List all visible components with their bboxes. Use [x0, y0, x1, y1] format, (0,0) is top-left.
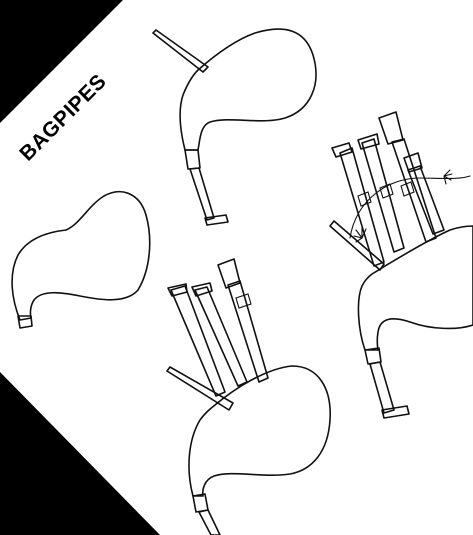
lower-blowpipe-shape — [166, 366, 234, 411]
cord-tassel-right — [443, 169, 453, 185]
lower-chanter-shape — [198, 509, 221, 535]
bag-shape — [179, 28, 317, 151]
bagpipe-with-drones-right — [329, 111, 473, 419]
stock-shape — [184, 149, 201, 170]
right-drone-4-top — [403, 152, 423, 173]
drone-1-shape — [170, 285, 226, 397]
right-drone-3-top — [378, 111, 404, 145]
right-drone-ring-1 — [357, 191, 372, 207]
chanter-sole-shape — [204, 214, 229, 226]
right-drone-1-shape — [339, 147, 385, 267]
drone-1-top — [167, 283, 188, 297]
lower-bag-shape — [188, 365, 331, 497]
cord-tassel-left — [353, 227, 367, 243]
right-stock-shape — [364, 347, 382, 365]
cord-arc — [349, 175, 471, 239]
right-drone-4-shape — [407, 165, 445, 235]
right-drone-ring-2 — [379, 183, 394, 199]
right-chanter-sole-shape — [381, 405, 410, 419]
blowpipe-shape — [152, 29, 209, 73]
bag-outline-collar — [17, 315, 33, 329]
bag-with-blowpipe — [152, 28, 317, 226]
bag-outline-shape — [11, 190, 151, 321]
right-bag-shape — [357, 225, 473, 351]
right-drone-1-top — [331, 142, 353, 158]
bagpipe-with-drones-lower — [166, 258, 331, 535]
drone-3-ring — [235, 293, 252, 309]
right-drone-ring-3 — [400, 181, 415, 197]
bag-outline — [11, 190, 151, 329]
drone-3-top — [217, 258, 241, 289]
right-drone-2-shape — [361, 138, 405, 253]
drone-2-top — [191, 282, 213, 297]
drone-3-shape — [227, 280, 269, 383]
right-blowpipe-shape — [329, 220, 385, 271]
right-drone-2-top — [357, 133, 380, 150]
right-chanter-shape — [369, 361, 395, 414]
chanter-shape — [189, 167, 215, 221]
